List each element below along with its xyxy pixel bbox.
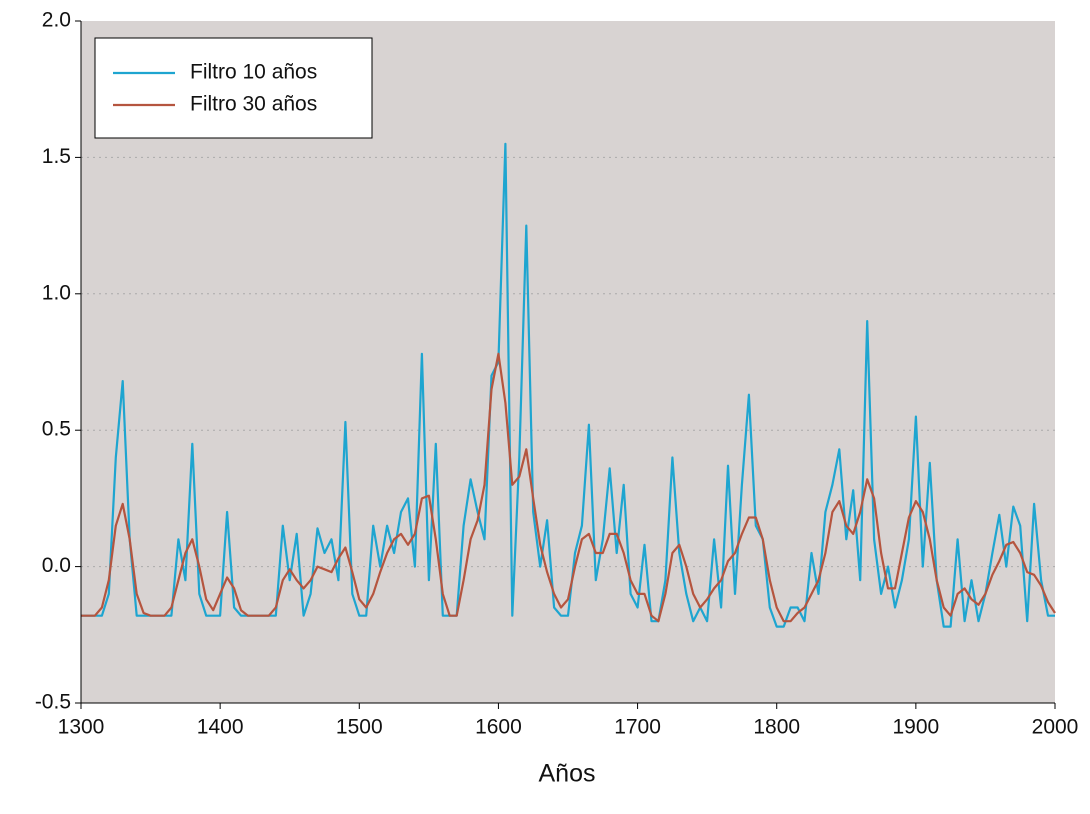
x-tick-label: 1900	[892, 716, 939, 739]
y-tick-label: 2.0	[42, 9, 71, 32]
y-tick-label: 0.0	[42, 554, 71, 577]
y-tick-label: 1.0	[42, 281, 71, 304]
series-line	[81, 352, 1056, 623]
x-tick-label: 1300	[58, 716, 105, 739]
y-tick-label: -0.5	[35, 691, 71, 714]
legend-label: Filtro 30 años	[190, 93, 317, 116]
x-tick-label: 1800	[753, 716, 800, 739]
legend-box	[94, 37, 373, 139]
x-tick-label: 1700	[614, 716, 661, 739]
x-tick-label: 1500	[336, 716, 383, 739]
y-tick-label: 1.5	[42, 145, 71, 168]
x-tick-label: 2000	[1032, 716, 1079, 739]
x-tick-label: 1600	[475, 716, 522, 739]
legend-label: Filtro 10 años	[190, 61, 317, 84]
series-line	[81, 142, 1055, 628]
x-axis-label: Años	[539, 760, 596, 788]
x-tick-label: 1400	[197, 716, 244, 739]
y-tick-label: 0.5	[42, 418, 71, 441]
